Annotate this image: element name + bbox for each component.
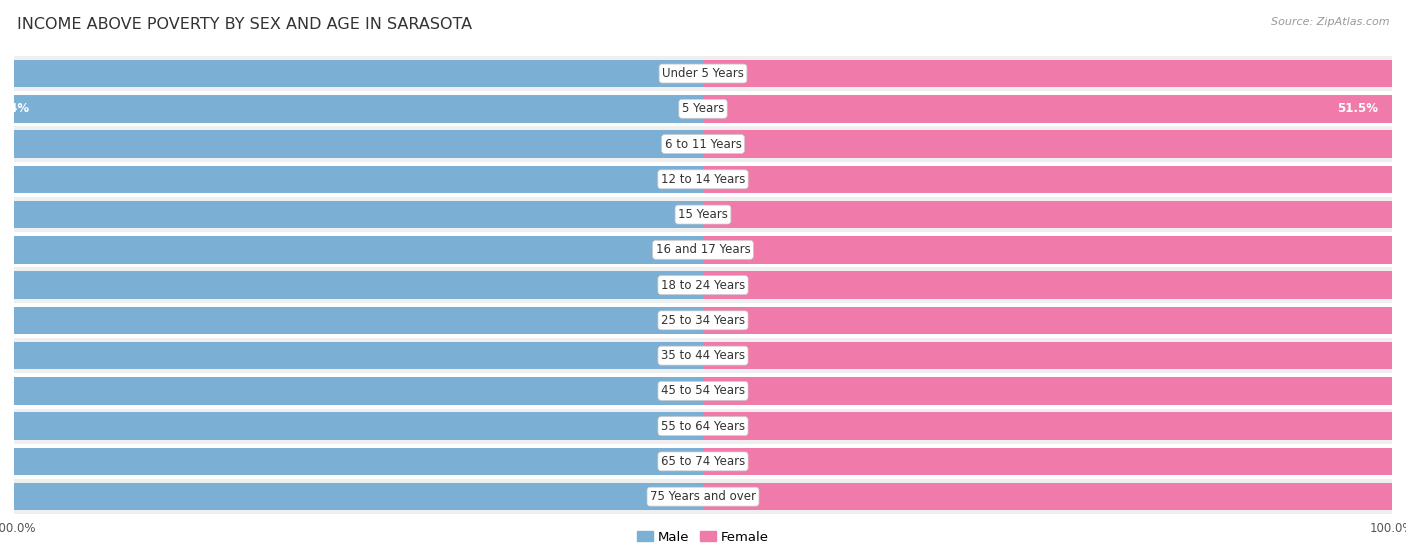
Text: 18 to 24 Years: 18 to 24 Years	[661, 278, 745, 292]
Text: 51.5%: 51.5%	[1337, 102, 1378, 115]
Bar	[0, 413, 703, 440]
Bar	[14, 267, 1392, 303]
Bar	[0, 60, 703, 87]
Bar	[703, 413, 1406, 440]
Bar	[14, 303, 1392, 338]
Bar	[0, 342, 703, 369]
Bar	[703, 95, 1406, 122]
Text: 45 to 54 Years: 45 to 54 Years	[661, 385, 745, 397]
Text: 54.4%: 54.4%	[0, 102, 30, 115]
Text: 15 Years: 15 Years	[678, 208, 728, 221]
Bar	[0, 271, 703, 299]
Bar	[703, 306, 1406, 334]
Bar	[703, 201, 1406, 228]
Bar	[14, 91, 1392, 126]
Text: Under 5 Years: Under 5 Years	[662, 67, 744, 80]
Text: 25 to 34 Years: 25 to 34 Years	[661, 314, 745, 327]
Bar	[0, 95, 703, 122]
Bar	[0, 377, 703, 405]
Bar	[14, 373, 1392, 409]
Text: 55 to 64 Years: 55 to 64 Years	[661, 420, 745, 433]
Text: 65 to 74 Years: 65 to 74 Years	[661, 455, 745, 468]
Bar	[0, 236, 703, 264]
Bar	[0, 306, 703, 334]
Text: 16 and 17 Years: 16 and 17 Years	[655, 243, 751, 257]
Bar	[0, 483, 703, 510]
Bar	[14, 444, 1392, 479]
Bar	[703, 271, 1406, 299]
Bar	[703, 130, 1406, 158]
Text: 75 Years and over: 75 Years and over	[650, 490, 756, 503]
Text: 5 Years: 5 Years	[682, 102, 724, 115]
Text: INCOME ABOVE POVERTY BY SEX AND AGE IN SARASOTA: INCOME ABOVE POVERTY BY SEX AND AGE IN S…	[17, 17, 472, 32]
Bar	[0, 201, 703, 228]
Bar	[14, 479, 1392, 514]
Bar	[14, 409, 1392, 444]
Legend: Male, Female: Male, Female	[631, 525, 775, 549]
Bar	[703, 60, 1406, 87]
Text: 6 to 11 Years: 6 to 11 Years	[665, 138, 741, 150]
Bar	[703, 377, 1406, 405]
Bar	[703, 165, 1406, 193]
Text: 12 to 14 Years: 12 to 14 Years	[661, 173, 745, 186]
Text: 35 to 44 Years: 35 to 44 Years	[661, 349, 745, 362]
Bar	[703, 448, 1406, 475]
Bar	[14, 56, 1392, 91]
Bar	[0, 165, 703, 193]
Bar	[14, 338, 1392, 373]
Bar	[703, 236, 1406, 264]
Bar	[14, 126, 1392, 162]
Bar	[14, 232, 1392, 267]
Bar	[14, 197, 1392, 232]
Bar	[703, 342, 1406, 369]
Bar	[0, 448, 703, 475]
Bar	[0, 130, 703, 158]
Bar	[14, 162, 1392, 197]
Bar	[703, 483, 1406, 510]
Text: Source: ZipAtlas.com: Source: ZipAtlas.com	[1271, 17, 1389, 27]
